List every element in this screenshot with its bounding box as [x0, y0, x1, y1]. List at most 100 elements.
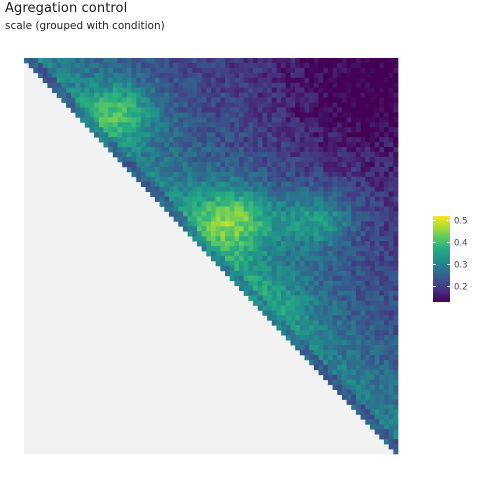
heatmap-cell [351, 157, 357, 163]
heatmap-cell [304, 330, 310, 336]
heatmap-cell [182, 137, 188, 143]
heatmap-cell [285, 275, 291, 282]
heatmap-cell [257, 142, 263, 148]
heatmap-cell [299, 92, 305, 98]
heatmap-cell [369, 102, 375, 108]
heatmap-cell [318, 206, 324, 212]
heatmap-cell [257, 72, 263, 79]
heatmap-cell [360, 315, 366, 321]
heatmap-cell [337, 310, 343, 316]
heatmap-cell [234, 137, 240, 143]
heatmap-cell [243, 181, 249, 188]
heatmap-cell [285, 270, 291, 277]
heatmap-cell [211, 186, 217, 192]
heatmap-cell [299, 345, 305, 351]
heatmap-cell [351, 389, 357, 395]
heatmap-cell [225, 157, 231, 163]
heatmap-cell [276, 87, 282, 93]
heatmap-cell [379, 340, 385, 346]
heatmap-cell [164, 82, 170, 89]
heatmap-cell [388, 72, 394, 79]
heatmap-cell [379, 374, 385, 381]
heatmap-cell [276, 127, 282, 133]
heatmap-cell [150, 132, 156, 138]
heatmap-cell [173, 102, 179, 108]
heatmap-cell [211, 246, 217, 252]
heatmap-cell [369, 107, 375, 113]
heatmap-cell [229, 147, 235, 153]
heatmap-cell [304, 260, 310, 267]
heatmap-cell [276, 260, 282, 267]
heatmap-cell [313, 92, 319, 98]
heatmap-cell [126, 82, 132, 89]
heatmap-cell [262, 216, 268, 222]
heatmap-cell [276, 265, 282, 272]
heatmap-cell [360, 181, 366, 188]
heatmap-cell [323, 310, 329, 316]
heatmap-cell [360, 260, 366, 267]
heatmap-cell [295, 236, 301, 242]
heatmap-cell [211, 87, 217, 93]
heatmap-cell [225, 196, 231, 202]
heatmap-cell [351, 285, 357, 291]
heatmap-cell [299, 58, 305, 64]
heatmap-cell [379, 211, 385, 217]
heatmap-cell [327, 265, 333, 272]
heatmap-cell [379, 414, 385, 420]
heatmap-cell [309, 211, 315, 217]
heatmap-cell [374, 369, 380, 376]
heatmap-cell [327, 92, 333, 98]
heatmap-cell [220, 102, 226, 108]
heatmap-cell [164, 127, 170, 133]
heatmap-cell [168, 112, 174, 118]
heatmap-cell [201, 206, 207, 212]
heatmap-cell [182, 206, 188, 212]
heatmap-cell [355, 369, 361, 376]
heatmap-cell [355, 171, 361, 178]
heatmap-cell [178, 166, 184, 173]
heatmap-cell [271, 310, 277, 316]
heatmap-cell [164, 171, 170, 178]
heatmap-cell [313, 166, 319, 173]
heatmap-cell [388, 256, 394, 262]
heatmap-cell [379, 404, 385, 410]
heatmap-cell [295, 142, 301, 148]
heatmap-cell [388, 191, 394, 197]
heatmap-cell [140, 127, 146, 133]
heatmap-cell [383, 424, 389, 430]
heatmap-cell [341, 166, 347, 173]
heatmap-cell [267, 241, 273, 247]
heatmap-cell [257, 251, 263, 257]
heatmap-cell [243, 251, 249, 257]
heatmap-cell [369, 206, 375, 212]
heatmap-cell [187, 191, 193, 197]
heatmap-cell [332, 325, 338, 331]
heatmap-cell [360, 62, 366, 69]
heatmap-cell [290, 186, 296, 192]
heatmap-cell [117, 117, 123, 123]
heatmap-cell [383, 414, 389, 420]
heatmap-cell [243, 275, 249, 282]
heatmap-cell [56, 82, 62, 89]
heatmap-cell [365, 231, 371, 237]
heatmap-cell [383, 384, 389, 390]
heatmap-cell [309, 355, 315, 361]
heatmap-cell [253, 226, 259, 232]
heatmap-cell [360, 211, 366, 217]
heatmap-cell [379, 201, 385, 207]
heatmap-cell [145, 107, 151, 113]
heatmap-cell [215, 92, 221, 98]
heatmap-cell [285, 117, 291, 123]
heatmap-cell [267, 58, 273, 64]
heatmap-cell [239, 211, 245, 217]
heatmap-cell [379, 87, 385, 93]
heatmap-cell [346, 87, 352, 93]
heatmap-cell [369, 191, 375, 197]
heatmap-cell [393, 419, 399, 425]
heatmap-cell [248, 112, 254, 118]
heatmap-cell [285, 161, 291, 168]
heatmap-cell [253, 58, 259, 64]
heatmap-cell [346, 171, 352, 178]
heatmap-cell [150, 92, 156, 98]
heatmap-cell [379, 419, 385, 425]
